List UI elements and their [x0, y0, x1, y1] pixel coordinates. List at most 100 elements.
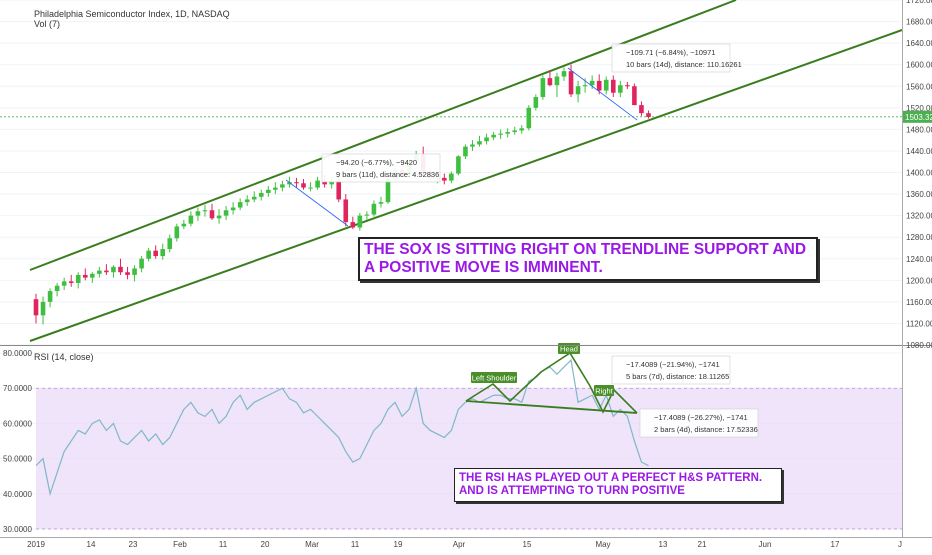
- measure-box: [611, 355, 731, 385]
- callout-rsi-line1: THE RSI HAS PLAYED OUT A PERFECT H&S PAT…: [459, 472, 763, 484]
- candle-body: [54, 285, 60, 292]
- price-tick-label: 1280.00: [906, 233, 932, 242]
- candle-body: [47, 291, 53, 302]
- candle-body: [195, 211, 201, 216]
- rsi-band: [36, 387, 902, 530]
- candle-body: [603, 79, 609, 91]
- rsi-tick-label: 50.0000: [3, 455, 32, 464]
- candle-body: [174, 226, 180, 239]
- candle-body: [160, 249, 166, 257]
- price-channel: [29, 0, 903, 342]
- candle-body: [40, 301, 46, 316]
- candle-body: [477, 141, 482, 145]
- rsi-overbought-oversold-band: [36, 388, 902, 529]
- candle-body: [61, 281, 67, 286]
- callout-price: THE SOX IS SITTING RIGHT ON TRENDLINE SU…: [358, 237, 818, 281]
- time-tick-label: May: [595, 540, 610, 549]
- time-tick-label: Jun: [759, 540, 772, 549]
- candle-body: [209, 210, 215, 219]
- time-tick-label: J: [898, 540, 902, 549]
- price-tick-label: 1160.00: [906, 298, 932, 307]
- measure-line-2: 9 bars (11d), distance: 4.52836: [336, 170, 439, 179]
- candle-body: [153, 250, 158, 257]
- channel-upper-line: [29, 0, 737, 271]
- candle-body: [266, 189, 271, 193]
- measure-box: [321, 153, 441, 183]
- rsi-tick-label: 70.0000: [3, 384, 32, 393]
- measure-line-2: 10 bars (14d), distance: 110.16261: [626, 60, 742, 69]
- candle-body: [625, 85, 630, 87]
- candle-body: [280, 184, 285, 188]
- candle-body: [216, 215, 222, 219]
- measure-box: [611, 43, 731, 73]
- candle-body: [463, 146, 468, 157]
- candle-body: [111, 266, 116, 273]
- candle-body: [357, 215, 363, 228]
- price-tick-label: 1520.00: [906, 104, 932, 113]
- candle-body: [244, 199, 250, 203]
- time-tick-label: 14: [87, 540, 96, 549]
- candle-body: [82, 274, 88, 278]
- time-tick-label: 23: [129, 540, 138, 549]
- measure-line-2: 2 bars (4d), distance: 17.52336: [654, 425, 758, 434]
- candle-body: [470, 144, 475, 147]
- price-tick-label: 1720.00: [906, 0, 932, 5]
- chart-title: Philadelphia Semiconductor Index, 1D, NA…: [34, 9, 230, 19]
- candle-body: [554, 76, 560, 86]
- measure-line-1: −17.4089 (−21.94%), −1741: [626, 360, 720, 369]
- price-tick-label: 1560.00: [906, 82, 932, 91]
- candle-body: [491, 134, 496, 138]
- candle-body: [505, 132, 510, 134]
- price-tick-label: 1200.00: [906, 276, 932, 285]
- last-price-label: 1503.32: [905, 113, 932, 122]
- candle-body: [456, 156, 461, 174]
- candle-body: [568, 71, 574, 95]
- measure-line-1: −94.20 (−6.77%), −9420: [336, 158, 417, 167]
- candle-body: [575, 86, 581, 95]
- candle-body: [146, 250, 151, 259]
- candle-body: [336, 180, 342, 200]
- candle-body: [75, 274, 81, 284]
- candle-body: [287, 182, 292, 185]
- candle-body: [97, 270, 102, 274]
- candle-body: [449, 173, 454, 181]
- candle-body: [639, 105, 644, 114]
- candle-body: [308, 187, 313, 189]
- price-tick-label: 1600.00: [906, 61, 932, 70]
- candle-body: [526, 107, 532, 129]
- measure-line-1: −17.4089 (−26.27%), −1741: [654, 413, 748, 422]
- candle-body: [301, 183, 306, 188]
- time-tick-label: Mar: [305, 540, 319, 549]
- candle-body: [273, 187, 278, 190]
- rsi-tick-label: 30.0000: [3, 525, 32, 534]
- price-tick-label: 1400.00: [906, 169, 932, 178]
- callout-rsi: THE RSI HAS PLAYED OUT A PERFECT H&S PAT…: [454, 468, 782, 503]
- candle-body: [90, 273, 95, 278]
- rsi-label: RSI (14, close): [34, 352, 94, 362]
- candle-body: [329, 180, 334, 185]
- measure-4: −17.4089 (−26.27%), −1741 2 bars (4d), di…: [639, 408, 759, 438]
- candle-body: [519, 128, 525, 131]
- candle-body: [315, 180, 320, 188]
- candle-body: [547, 78, 553, 86]
- candle-body: [104, 270, 109, 273]
- time-tick-label: Apr: [453, 540, 466, 549]
- last-price-badge: [903, 110, 932, 123]
- candle-body: [223, 210, 229, 216]
- candle-body: [371, 203, 377, 215]
- candle-body: [125, 272, 130, 275]
- time-tick-label: 21: [698, 540, 707, 549]
- rsi-tick-label: 80.0000: [3, 349, 32, 358]
- price-tick-label: 1680.00: [906, 18, 932, 27]
- time-tick-label: 15: [523, 540, 532, 549]
- price-tick-label: 1480.00: [906, 125, 932, 134]
- candle-body: [139, 258, 144, 269]
- candle-body: [230, 207, 236, 211]
- time-tick-label: 19: [394, 540, 403, 549]
- candle-body: [251, 196, 257, 200]
- measure-line-1-path: [285, 179, 349, 227]
- measure-line-2-path: [567, 67, 638, 121]
- time-tick-label: 13: [659, 540, 668, 549]
- candle-body: [202, 210, 208, 212]
